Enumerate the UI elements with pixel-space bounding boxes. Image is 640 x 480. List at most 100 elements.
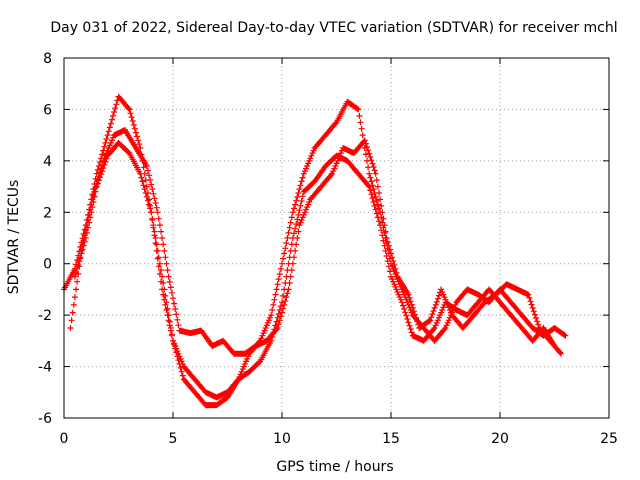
y-tick-label: 8	[43, 51, 52, 67]
data-point	[335, 154, 338, 157]
data-point	[444, 301, 447, 304]
data-point	[244, 352, 246, 355]
data-point	[510, 314, 512, 316]
data-point	[139, 172, 142, 175]
data-point	[265, 340, 268, 342]
data-point	[276, 327, 279, 329]
data-point	[106, 134, 109, 136]
data-point	[303, 190, 305, 193]
data-point	[161, 275, 163, 278]
data-point	[521, 327, 523, 329]
y-tick-label: -4	[38, 360, 52, 376]
data-point	[429, 319, 432, 322]
x-tick-labels: 0 5 10 15 20 25	[60, 431, 618, 447]
x-tick-label: 10	[273, 431, 291, 447]
y-tick-label: 6	[43, 102, 52, 118]
x-tick-label: 20	[491, 431, 509, 447]
data-point	[298, 224, 301, 226]
data-point	[353, 152, 355, 154]
data-point	[357, 172, 360, 175]
data-point	[407, 293, 410, 296]
data-point	[320, 185, 323, 188]
data-point	[542, 327, 545, 329]
data-point	[237, 378, 240, 381]
data-point	[379, 224, 381, 226]
data-point	[194, 391, 196, 394]
data-point	[248, 370, 251, 373]
data-point	[117, 142, 120, 144]
data-point	[106, 154, 109, 157]
data-point	[462, 327, 464, 329]
data-point	[204, 391, 207, 394]
data-point	[150, 211, 152, 214]
data-point	[483, 301, 486, 304]
data-point	[466, 314, 469, 316]
data-point	[466, 288, 469, 291]
data-point	[204, 404, 207, 406]
data-point	[516, 288, 519, 291]
data-point	[233, 352, 235, 355]
data-point	[259, 360, 262, 363]
data-point	[527, 293, 530, 296]
y-tick-label: -2	[38, 308, 52, 324]
data-point	[128, 152, 131, 154]
plot-frame	[63, 57, 610, 419]
data-point	[270, 314, 272, 316]
data-point	[281, 301, 283, 304]
data-point	[226, 396, 229, 399]
y-tick-label: 2	[43, 205, 52, 221]
data-point	[374, 172, 377, 175]
y-tick-label: -6	[38, 411, 52, 427]
data-point	[505, 283, 508, 286]
data-point	[287, 288, 290, 291]
data-point	[292, 211, 294, 214]
data-point	[451, 314, 453, 316]
data-point	[346, 100, 349, 103]
data-point	[455, 309, 458, 311]
data-point	[313, 180, 316, 183]
x-tick-label: 15	[382, 431, 400, 447]
data-point	[309, 198, 312, 201]
data-point	[215, 396, 218, 399]
data-point	[215, 404, 218, 406]
data-point	[117, 95, 120, 98]
data-point	[69, 327, 72, 329]
data-point	[95, 172, 98, 175]
data-point	[488, 288, 490, 291]
data-point	[477, 293, 480, 296]
data-point	[473, 314, 475, 316]
data-point	[183, 378, 185, 381]
data-point	[270, 340, 272, 342]
data-point	[357, 108, 360, 111]
data-point	[499, 301, 501, 304]
data-point	[412, 334, 414, 337]
data-point	[364, 139, 366, 142]
data-point	[331, 172, 333, 175]
data-point	[346, 160, 349, 162]
x-tick-label: 0	[60, 431, 69, 447]
data-point	[538, 327, 541, 329]
data-point	[91, 198, 94, 201]
data-point	[178, 329, 181, 332]
data-point	[342, 147, 344, 149]
data-point	[324, 165, 327, 167]
data-point	[226, 391, 229, 394]
data-point	[433, 340, 436, 342]
data-point	[553, 345, 556, 347]
data-point	[401, 301, 403, 304]
x-axis-label: GPS time / hours	[276, 459, 393, 475]
data-point	[385, 237, 388, 239]
series-track-3	[71, 139, 558, 401]
y-tick-label: 0	[43, 257, 52, 273]
data-point	[390, 262, 392, 265]
data-point	[521, 314, 523, 316]
data-point	[422, 340, 425, 342]
data-point	[172, 340, 174, 342]
y-axis-label: SDTVAR / TECUs	[6, 180, 22, 295]
y-tick-label: 4	[43, 154, 52, 170]
data-point	[194, 378, 196, 381]
data-point	[433, 327, 436, 329]
data-point	[85, 237, 87, 239]
